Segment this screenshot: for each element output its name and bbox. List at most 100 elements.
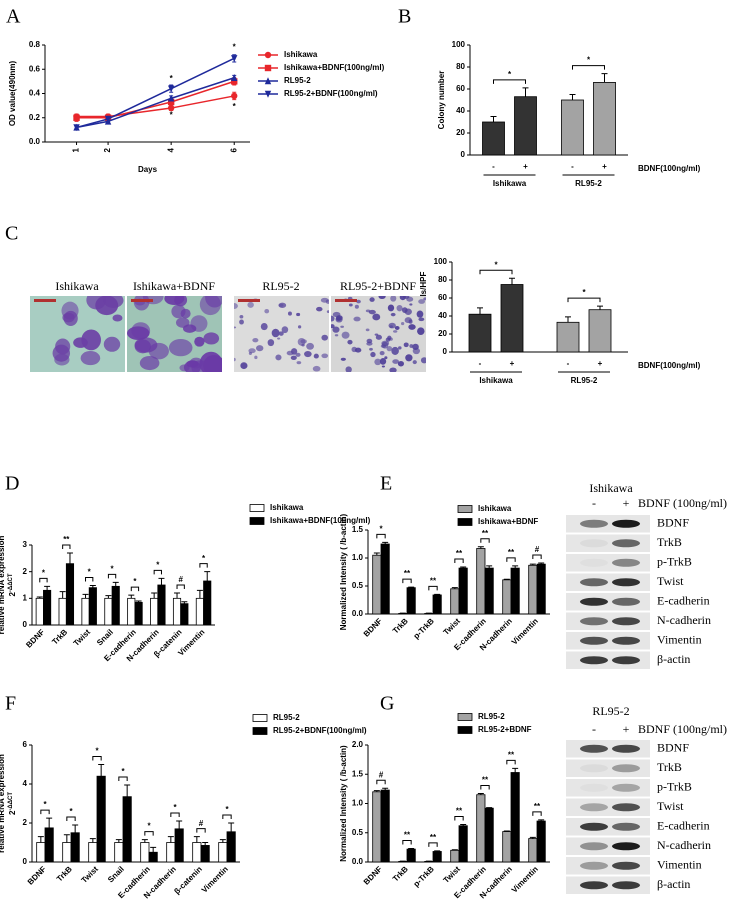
cell — [393, 330, 398, 333]
bar — [36, 842, 46, 863]
x-tick-label: 2 — [103, 147, 112, 152]
cell — [341, 331, 350, 339]
cell — [334, 334, 339, 337]
marker — [264, 77, 272, 85]
cell — [54, 353, 70, 366]
x-tick-label: + — [523, 162, 528, 171]
panel-letter: C — [5, 223, 18, 245]
cell — [378, 296, 386, 300]
significance-bracket — [376, 779, 386, 785]
significance-label: * — [379, 524, 383, 533]
blot-band — [612, 656, 640, 665]
cell — [271, 328, 280, 338]
legend-label: RL95-2 — [284, 76, 311, 85]
y-tick-label: 1.0 — [352, 553, 364, 562]
bar — [536, 820, 546, 863]
bar — [372, 791, 382, 863]
cell — [139, 355, 160, 371]
bar — [588, 309, 612, 353]
cell — [239, 314, 244, 319]
annotation: * — [233, 102, 237, 111]
cell — [401, 322, 405, 326]
cell — [369, 347, 373, 351]
cell — [351, 346, 358, 353]
x-tick-label: - — [567, 359, 570, 368]
bar — [502, 831, 512, 863]
bar — [528, 564, 538, 615]
blot-title: RL95-2 — [592, 704, 629, 718]
significance-label: * — [494, 260, 498, 269]
bar — [166, 842, 176, 863]
error-bar — [382, 541, 389, 544]
marker — [104, 115, 112, 123]
cell — [340, 325, 344, 328]
bar — [476, 548, 486, 615]
cell — [234, 357, 236, 362]
significance-label: * — [42, 568, 46, 577]
error-bar — [434, 593, 441, 595]
significance-bracket — [199, 563, 208, 568]
cell — [287, 311, 292, 316]
error-bar — [538, 819, 545, 822]
cell — [134, 339, 151, 354]
blot-band — [612, 881, 640, 890]
cell — [405, 354, 413, 362]
bar — [174, 828, 184, 863]
blot-band — [580, 559, 608, 567]
cell — [252, 337, 259, 343]
cell — [297, 337, 306, 346]
bar — [180, 603, 189, 626]
y-tick-label: 6 — [23, 740, 28, 749]
blot-band — [580, 539, 608, 548]
bar — [114, 842, 124, 863]
y-axis-formula: 2-ΔΔCT — [8, 792, 18, 815]
significance-bracket — [40, 809, 50, 815]
image-label: Ishikawa+BDNF — [133, 279, 215, 293]
blot-row-label: N-cadherin — [657, 613, 711, 627]
significance-label: * — [156, 560, 160, 569]
cell — [326, 310, 329, 314]
bar — [195, 597, 204, 626]
cell — [331, 315, 335, 322]
blot-row-label: p-TrkB — [657, 555, 692, 569]
x-tick-label: - — [492, 162, 495, 171]
y-tick-label: 0 — [23, 620, 28, 629]
error-bar — [37, 836, 44, 843]
bar — [88, 587, 97, 626]
significance-bracket — [572, 65, 605, 70]
significance-bracket — [428, 585, 438, 591]
cell — [277, 337, 281, 340]
y-axis-label: OD value(490nm) — [8, 60, 17, 126]
y-tick-label: 1.5 — [352, 525, 364, 534]
significance-bracket — [454, 816, 464, 821]
cell — [388, 337, 393, 341]
cell — [321, 334, 329, 341]
significance-bracket — [170, 812, 180, 818]
y-tick-label: 4 — [23, 779, 28, 788]
y-tick-label: 1 — [23, 593, 28, 602]
bar — [226, 831, 236, 863]
cell — [278, 331, 284, 336]
cell — [394, 326, 400, 330]
cell — [389, 325, 393, 329]
cell — [203, 355, 222, 372]
micrograph — [30, 296, 125, 372]
significance-label: * — [173, 803, 177, 812]
blot-strip — [566, 554, 650, 572]
bar — [432, 594, 442, 615]
bar — [203, 580, 212, 626]
legend-swatch — [457, 505, 473, 513]
bar — [88, 842, 98, 863]
blot-band — [580, 744, 608, 753]
cell — [306, 342, 314, 350]
cell — [423, 297, 426, 301]
lane-label: - — [592, 496, 596, 510]
blot-band — [580, 881, 608, 890]
y-tick-label: 0.5 — [352, 828, 364, 837]
y-tick-label: 0 — [461, 150, 466, 159]
bar — [406, 587, 416, 615]
error-bar — [373, 552, 380, 556]
cell — [239, 319, 244, 325]
x-tick-label: 4 — [166, 147, 175, 152]
error-bar — [503, 830, 510, 832]
